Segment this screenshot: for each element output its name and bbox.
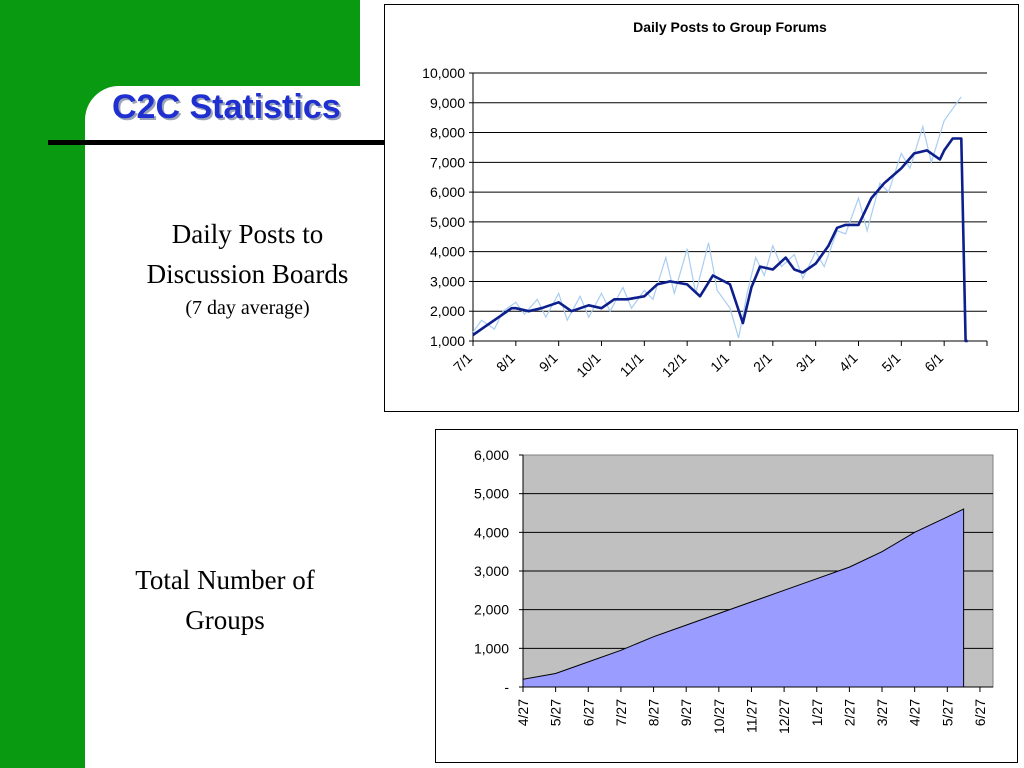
x-tick-label: 12/27 (776, 699, 792, 734)
x-tick-label: 5/1 (878, 350, 903, 375)
total-groups-chart: - 1,000 2,000 3,000 4,000 5,000 6,000 4/27 5/27 6… (435, 429, 1018, 763)
y-tick-label: 5,000 (430, 214, 465, 230)
x-tick-label: 1/27 (809, 699, 825, 726)
x-tick-label: 3/1 (793, 350, 818, 375)
y-tick-label: 8,000 (430, 125, 465, 141)
y-tick-label: 9,000 (430, 95, 465, 111)
x-tick-label: 11/27 (743, 699, 759, 733)
x-tick-label: 1/1 (707, 350, 732, 375)
groups-caption-line1: Total Number of (135, 565, 315, 595)
y-tick-label: 2,000 (474, 602, 509, 618)
y-tick-label: 7,000 (430, 154, 465, 170)
x-tick-label: 7/27 (613, 699, 629, 726)
y-tick-label: 4,000 (430, 244, 465, 260)
y-tick-label: 5,000 (474, 486, 509, 502)
x-tick-label: 9/27 (678, 699, 694, 726)
x-tick-label: 10/1 (573, 350, 604, 381)
total-groups-area (522, 508, 965, 688)
groups-caption-line2: Groups (185, 605, 265, 635)
x-tick-label: 4/27 (515, 699, 531, 726)
chart-title: Daily Posts to Group Forums (633, 19, 827, 35)
y-tick-label: 1,000 (430, 333, 465, 349)
posts-caption-line2: Discussion Boards (146, 259, 349, 289)
x-tick-label: 12/1 (659, 350, 690, 381)
x-tick-label: 4/1 (836, 350, 861, 375)
posts-caption: Daily Posts to Discussion Boards (7 day … (110, 214, 385, 322)
y-tick-label: - (504, 679, 509, 695)
total-groups-chart-svg: - 1,000 2,000 3,000 4,000 5,000 6,000 4/27 5/27 6… (474, 447, 994, 734)
title-tab (85, 86, 385, 226)
x-tick-label: 5/27 (548, 699, 564, 726)
x-tick-label: 6/27 (972, 699, 988, 726)
average-posts-line (472, 137, 968, 343)
y-tick-label: 6,000 (474, 447, 509, 463)
y-tick-label: 10,000 (422, 65, 465, 81)
x-tick-label: 2/27 (841, 699, 857, 726)
x-tick-label: 2/1 (750, 350, 775, 375)
groups-caption: Total Number of Groups (100, 560, 350, 640)
y-tick-label: 1,000 (474, 640, 509, 656)
y-tick-label: 6,000 (430, 184, 465, 200)
x-tick-label: 3/27 (874, 699, 890, 726)
x-tick-label: 11/1 (617, 350, 647, 380)
x-tick-label: 4/27 (907, 699, 923, 726)
x-tick-label: 8/27 (646, 699, 662, 726)
x-tick-label: 10/27 (711, 699, 727, 734)
y-tick-label: 3,000 (474, 563, 509, 579)
title-underline (48, 140, 386, 145)
daily-posts-chart: Daily Posts to Group Forums 1,000 2,000 3,0… (384, 4, 1019, 412)
daily-posts-chart-svg: Daily Posts to Group Forums 1,000 2,000 3,0… (422, 19, 988, 381)
x-tick-label: 5/27 (939, 699, 955, 726)
slide-title: C2C Statistics (112, 88, 341, 126)
y-tick-label: 4,000 (474, 524, 509, 540)
x-tick-label: 7/1 (450, 350, 475, 375)
posts-caption-sub: (7 day average) (185, 297, 310, 319)
x-tick-label: 9/1 (536, 350, 561, 375)
x-tick-label: 8/1 (493, 350, 518, 375)
y-tick-label: 3,000 (430, 273, 465, 289)
posts-caption-line1: Daily Posts to (171, 219, 324, 249)
y-tick-label: 2,000 (430, 303, 465, 319)
x-tick-label: 6/27 (580, 699, 596, 726)
x-tick-label: 6/1 (921, 350, 946, 375)
